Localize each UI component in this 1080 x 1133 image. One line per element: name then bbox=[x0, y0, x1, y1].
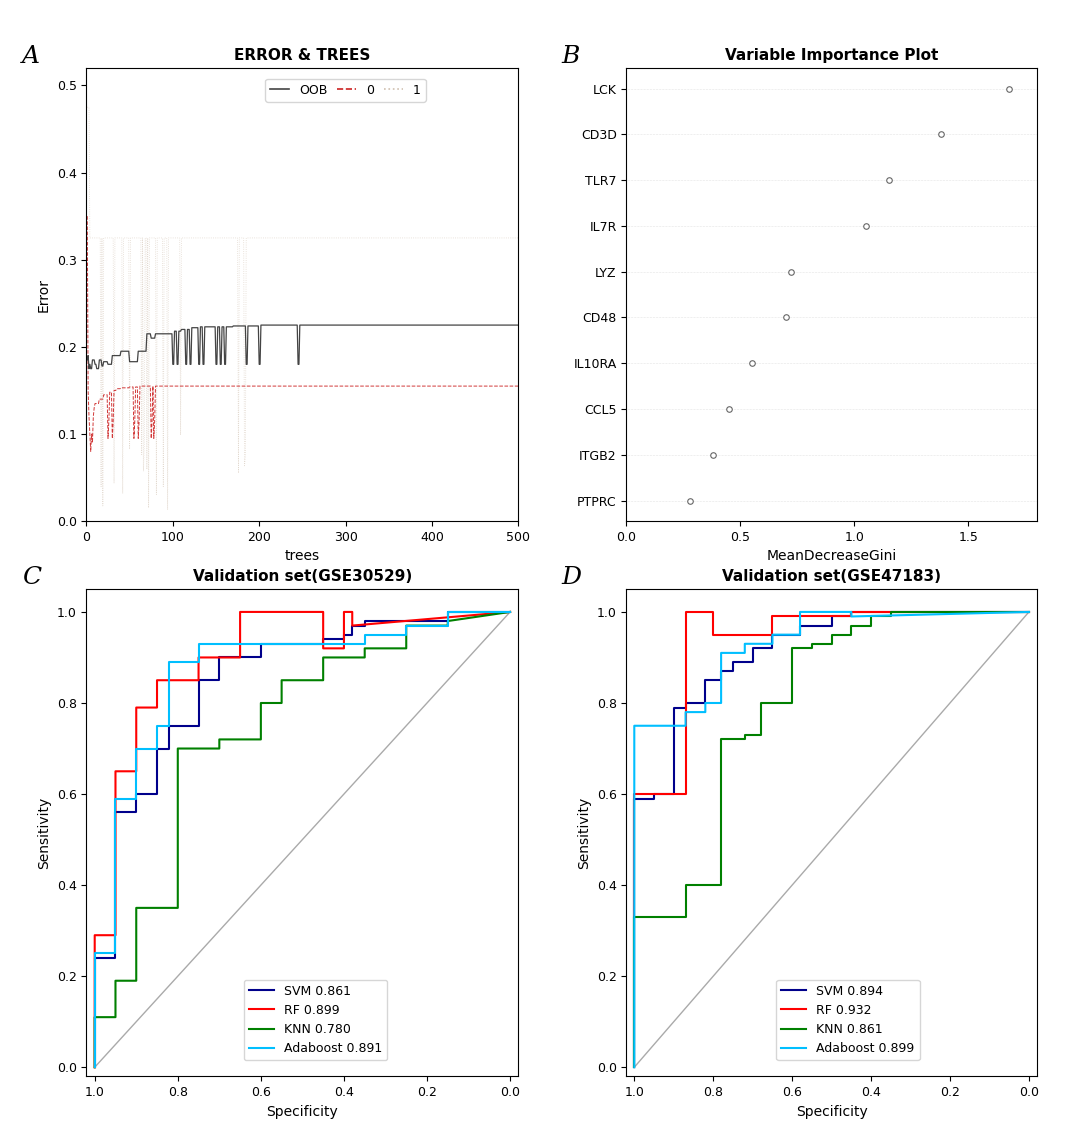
Legend: OOB, 0, 1: OOB, 0, 1 bbox=[266, 79, 426, 102]
Title: ERROR & TREES: ERROR & TREES bbox=[234, 48, 370, 62]
Legend: SVM 0.894, RF 0.932, KNN 0.861, Adaboost 0.899: SVM 0.894, RF 0.932, KNN 0.861, Adaboost… bbox=[777, 980, 919, 1060]
Text: A: A bbox=[22, 45, 40, 68]
Y-axis label: Sensitivity: Sensitivity bbox=[577, 796, 591, 869]
X-axis label: Specificity: Specificity bbox=[267, 1105, 338, 1118]
Y-axis label: Sensitivity: Sensitivity bbox=[37, 796, 51, 869]
Title: Validation set(GSE30529): Validation set(GSE30529) bbox=[192, 569, 413, 583]
Text: C: C bbox=[22, 566, 41, 589]
Legend: SVM 0.861, RF 0.899, KNN 0.780, Adaboost 0.891: SVM 0.861, RF 0.899, KNN 0.780, Adaboost… bbox=[244, 980, 387, 1060]
X-axis label: trees: trees bbox=[285, 550, 320, 563]
Title: Validation set(GSE47183): Validation set(GSE47183) bbox=[723, 569, 941, 583]
X-axis label: MeanDecreaseGini: MeanDecreaseGini bbox=[767, 550, 896, 563]
Text: D: D bbox=[562, 566, 582, 589]
Text: B: B bbox=[562, 45, 580, 68]
X-axis label: Specificity: Specificity bbox=[796, 1105, 867, 1118]
Y-axis label: Error: Error bbox=[37, 278, 51, 312]
Title: Variable Importance Plot: Variable Importance Plot bbox=[725, 48, 939, 62]
